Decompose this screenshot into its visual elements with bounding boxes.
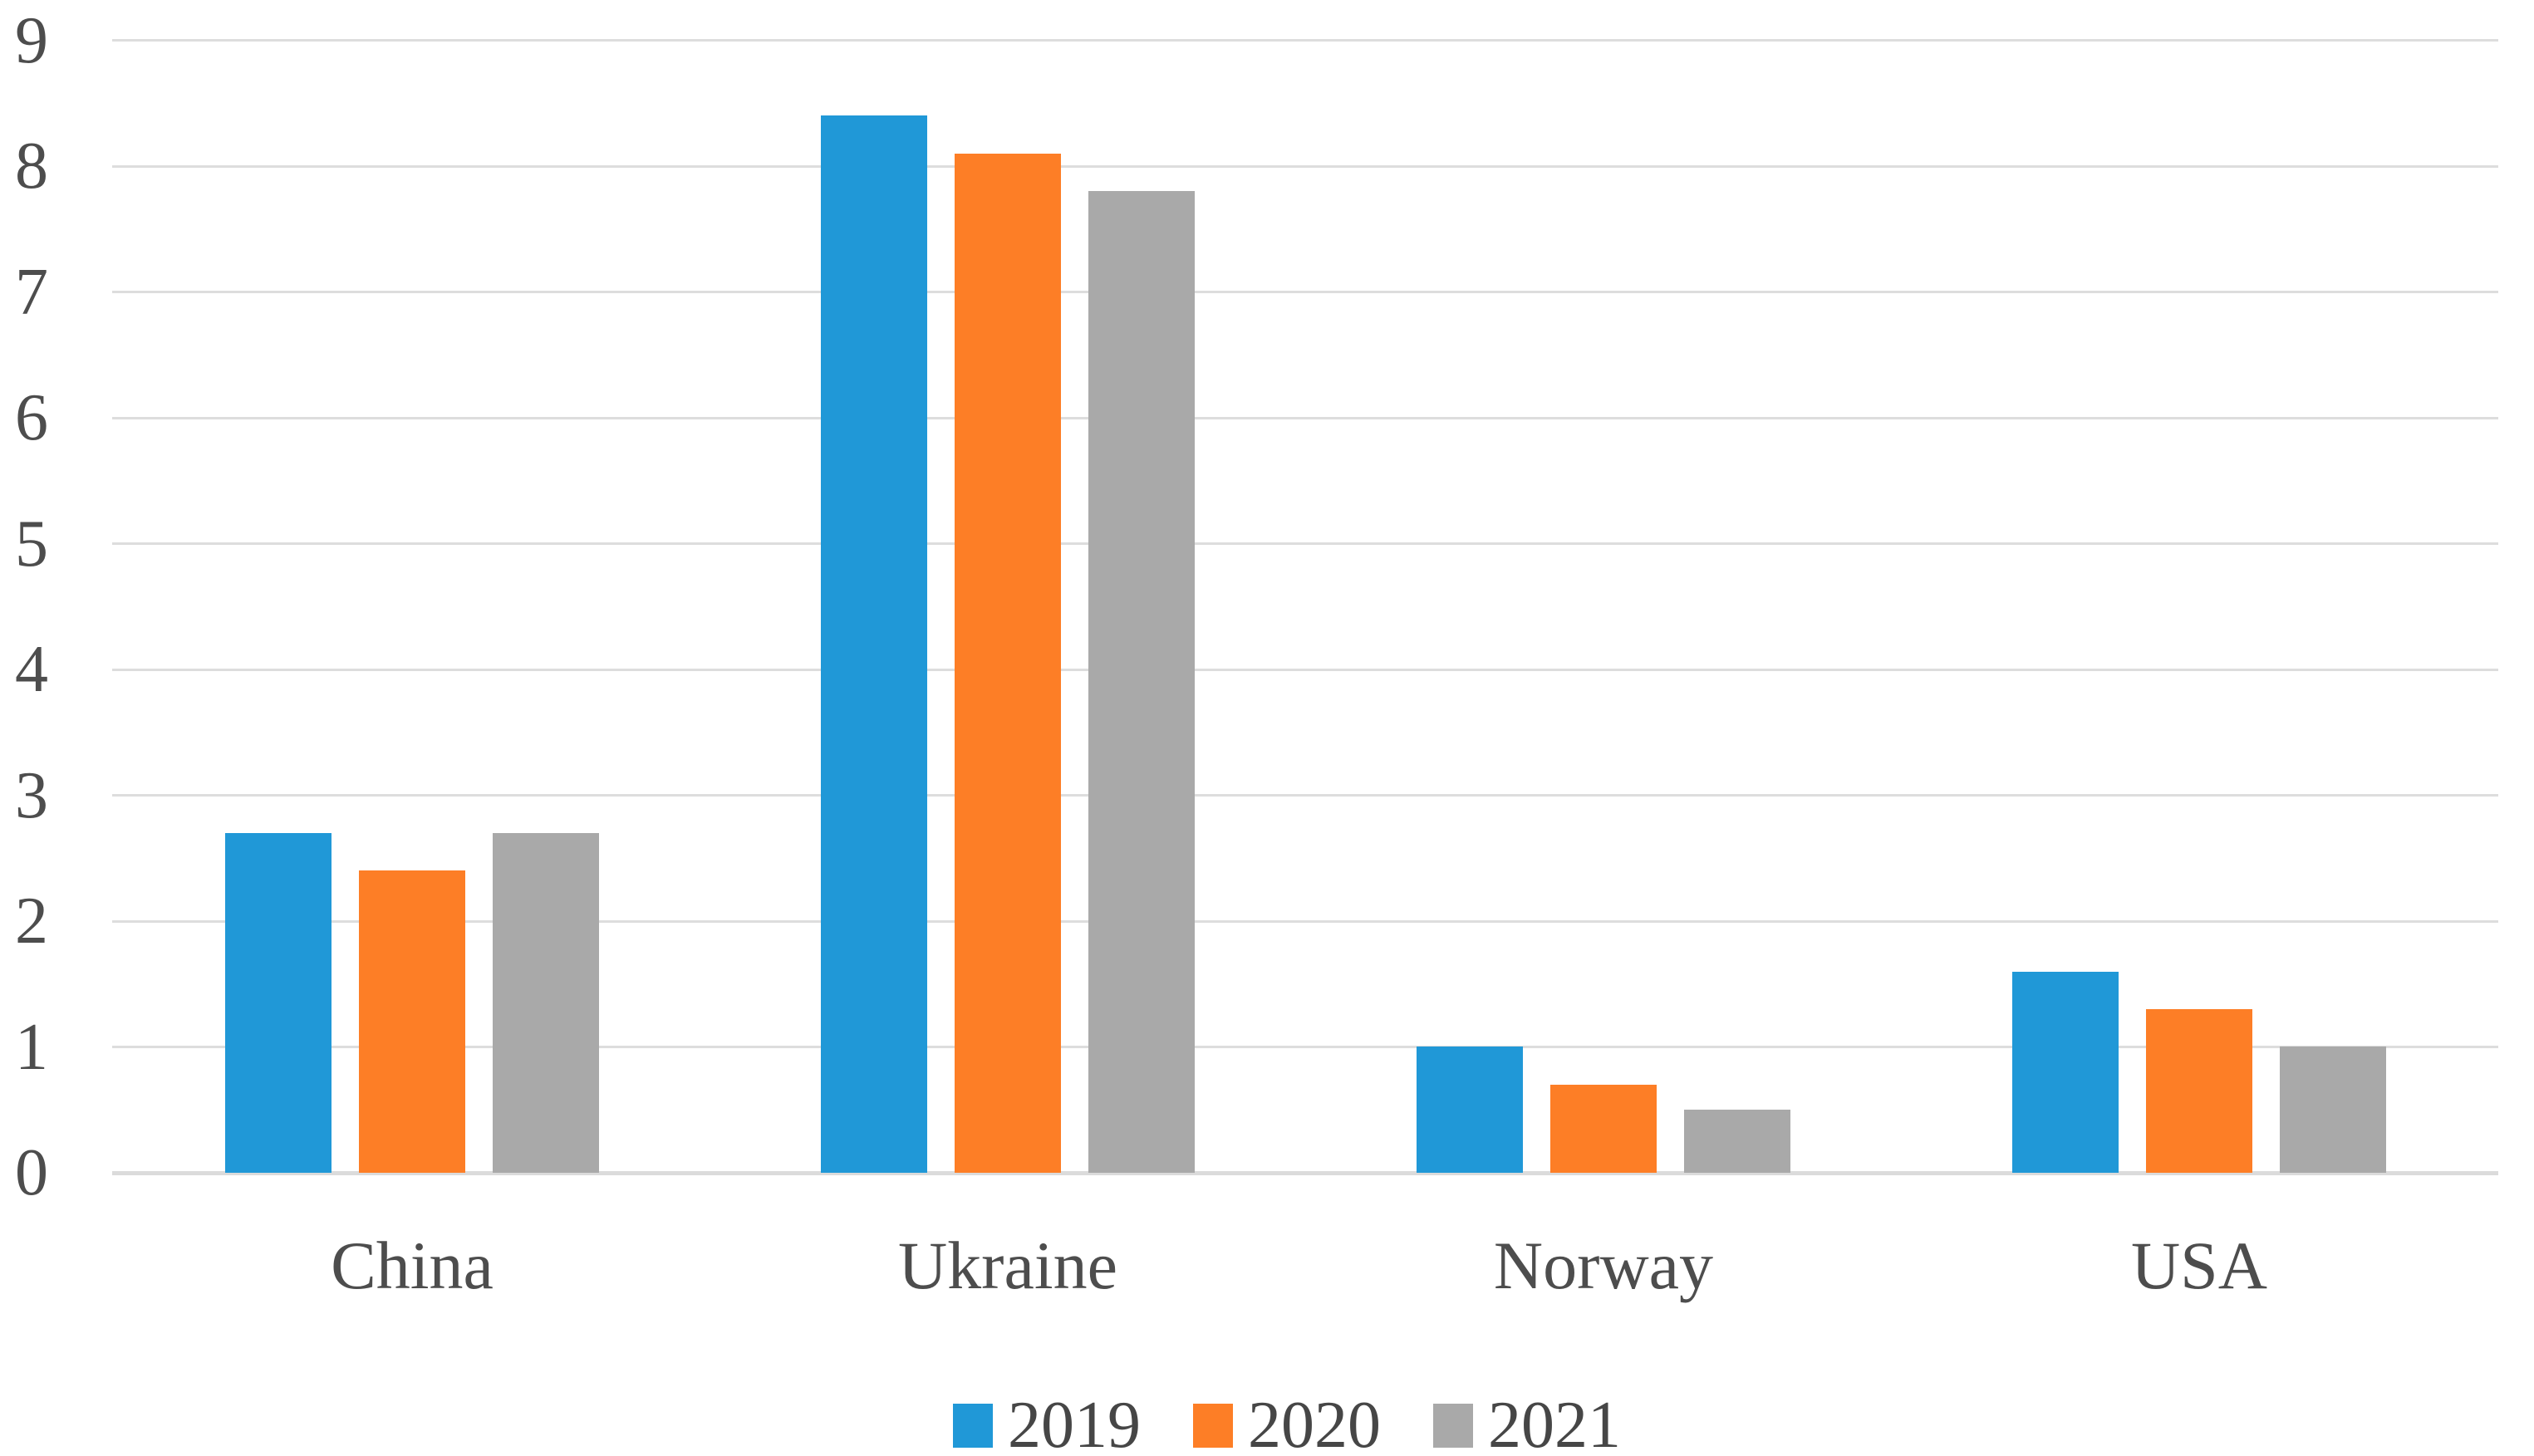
bar-2020-Norway [1550, 1085, 1657, 1173]
bar-2021-USA [2280, 1047, 2386, 1173]
category-label-China: China [331, 1228, 494, 1303]
legend-item-2020: 2020 [1193, 1392, 1381, 1456]
legend-swatch-2019 [953, 1403, 993, 1448]
y-tick-label-7: 7 [15, 255, 48, 329]
y-tick-label-1: 1 [15, 1010, 48, 1084]
bar-2020-China [359, 870, 465, 1173]
y-tick-label-4: 4 [15, 633, 48, 706]
y-tick-label-9: 9 [15, 3, 48, 77]
y-tick-label-2: 2 [15, 885, 48, 958]
legend: 2019 2020 2021 [953, 1392, 1621, 1456]
legend-item-2021: 2021 [1433, 1392, 1621, 1456]
gridline-y-9 [112, 39, 2498, 42]
y-tick-label-0: 0 [15, 1136, 48, 1209]
bar-2020-Ukraine [955, 154, 1061, 1173]
bar-2021-Ukraine [1088, 191, 1195, 1173]
legend-swatch-2021 [1433, 1403, 1473, 1448]
bar-2021-China [493, 833, 599, 1173]
legend-label-2019: 2019 [1008, 1389, 1141, 1456]
y-tick-label-5: 5 [15, 507, 48, 581]
bar-2019-USA [2012, 972, 2119, 1173]
gridline-y-3 [112, 794, 2498, 797]
gridline-y-5 [112, 542, 2498, 545]
legend-item-2019: 2019 [953, 1392, 1141, 1456]
gridline-y-4 [112, 668, 2498, 671]
legend-label-2020: 2020 [1248, 1389, 1381, 1456]
bar-2020-USA [2146, 1009, 2252, 1173]
gridline-y-6 [112, 416, 2498, 419]
gridline-y-8 [112, 164, 2498, 168]
legend-label-2021: 2021 [1488, 1389, 1621, 1456]
gridline-y-7 [112, 291, 2498, 293]
category-label-Norway: Norway [1493, 1228, 1714, 1303]
category-label-USA: USA [2130, 1228, 2268, 1303]
bar-2019-China [225, 833, 331, 1173]
bar-2019-Norway [1417, 1047, 1523, 1173]
y-tick-label-3: 3 [15, 758, 48, 832]
gridline-y-2 [112, 919, 2498, 923]
y-tick-label-8: 8 [15, 130, 48, 203]
gridline-y-1 [112, 1046, 2498, 1048]
y-tick-label-6: 6 [15, 381, 48, 454]
legend-swatch-2020 [1193, 1403, 1233, 1448]
bar-2021-Norway [1684, 1110, 1790, 1173]
category-label-Ukraine: Ukraine [897, 1228, 1118, 1303]
bar-2019-Ukraine [821, 115, 927, 1173]
x-axis-baseline [112, 1170, 2498, 1175]
